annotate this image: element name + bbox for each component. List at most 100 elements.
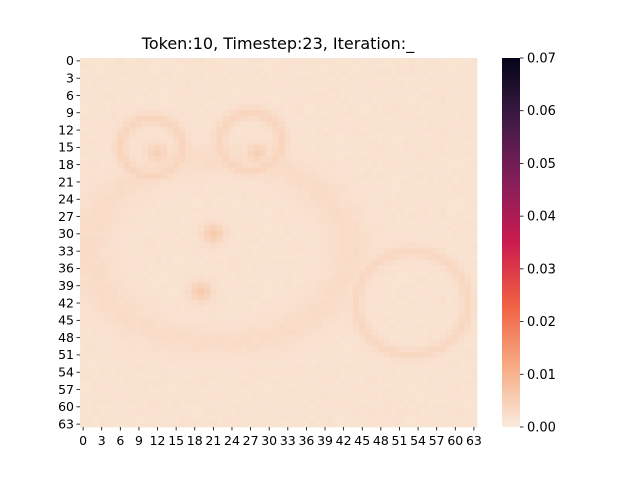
heatmap-cell [80, 98, 87, 105]
heatmap-cell [154, 144, 161, 151]
heatmap-cell [290, 156, 298, 163]
heatmap-cell [80, 161, 87, 168]
heatmap-cell [427, 265, 434, 272]
heatmap-cell [309, 207, 317, 215]
heatmap-cell [334, 173, 341, 180]
heatmap-cell [272, 352, 279, 359]
heatmap-cell [433, 127, 441, 134]
heatmap-cell [458, 86, 465, 93]
heatmap-cell [278, 317, 286, 324]
heatmap-cell [433, 277, 441, 284]
heatmap-cell [272, 132, 279, 140]
heatmap-cell [179, 225, 186, 232]
heatmap-cell [346, 104, 354, 111]
heatmap-cell [185, 386, 192, 393]
heatmap-cell [247, 248, 255, 255]
heatmap-cell [297, 196, 304, 203]
heatmap-cell [129, 403, 137, 411]
heatmap-cell [210, 386, 217, 393]
heatmap-cell [92, 328, 99, 336]
heatmap-cell [210, 81, 217, 88]
heatmap-cell [284, 179, 292, 186]
heatmap-cell [352, 230, 360, 238]
heatmap-cell [303, 109, 310, 117]
heatmap-cell [210, 392, 217, 399]
heatmap-cell [148, 58, 155, 65]
heatmap-cell [111, 242, 118, 249]
heatmap-cell [458, 363, 465, 370]
heatmap-cell [377, 138, 385, 145]
heatmap-cell [297, 81, 304, 88]
heatmap-cell [433, 317, 441, 324]
heatmap-cell [303, 173, 310, 180]
heatmap-cell [98, 340, 106, 347]
heatmap-cell [452, 121, 459, 128]
heatmap-cell [123, 328, 130, 336]
y-tick-label: 18 [58, 157, 74, 172]
heatmap-cell [148, 179, 155, 186]
heatmap-cell [445, 144, 453, 151]
heatmap-cell [383, 248, 391, 255]
heatmap-cell [359, 104, 366, 111]
heatmap-cell [222, 305, 230, 313]
heatmap-cell [123, 346, 130, 353]
heatmap-cell [117, 363, 124, 370]
heatmap-cell [204, 403, 211, 411]
heatmap-cell [222, 207, 230, 215]
heatmap-cell [86, 386, 93, 393]
heatmap-cell [197, 104, 205, 111]
heatmap-cell [191, 184, 199, 191]
heatmap-cell [216, 403, 224, 411]
heatmap-cell [433, 202, 441, 209]
heatmap-cell [92, 81, 99, 88]
heatmap-cell [160, 202, 168, 209]
heatmap-cell [204, 248, 211, 255]
heatmap-cell [86, 398, 93, 405]
heatmap-cell [371, 288, 379, 295]
heatmap-cell [328, 311, 335, 318]
heatmap-cell [334, 305, 341, 313]
heatmap-cell [173, 334, 180, 341]
heatmap-cell [266, 334, 273, 341]
heatmap-cell [408, 179, 416, 186]
heatmap-cell [111, 392, 118, 399]
heatmap-cell [321, 225, 329, 232]
heatmap-cell [154, 127, 161, 134]
heatmap-cell [129, 173, 137, 180]
heatmap-cell [290, 369, 298, 376]
heatmap-cell [421, 242, 428, 249]
heatmap-cell [272, 392, 279, 399]
heatmap-cell [402, 300, 410, 307]
heatmap-cell [210, 196, 217, 203]
heatmap-cell [297, 323, 304, 330]
heatmap-cell [408, 150, 416, 157]
heatmap-cell [433, 115, 441, 122]
heatmap-cell [352, 225, 360, 232]
heatmap-cell [228, 225, 236, 232]
heatmap-cell [315, 282, 323, 289]
heatmap-cell [266, 69, 273, 76]
heatmap-cell [340, 369, 348, 376]
heatmap-cell [470, 409, 478, 416]
heatmap-cell [92, 346, 99, 353]
heatmap-cell [86, 277, 93, 284]
heatmap-cell [247, 132, 255, 140]
heatmap-cell [222, 104, 230, 111]
heatmap-cell [166, 248, 174, 255]
heatmap-cell [197, 156, 205, 163]
heatmap-cell [303, 92, 310, 99]
heatmap-cell [104, 225, 112, 232]
heatmap-cell [92, 127, 99, 134]
heatmap-cell [104, 109, 112, 117]
heatmap-cell [266, 196, 273, 203]
heatmap-cell [216, 328, 224, 336]
heatmap-cell [470, 213, 478, 220]
heatmap-cell [402, 392, 410, 399]
heatmap-cell [297, 190, 304, 197]
heatmap-cell [383, 58, 391, 65]
heatmap-cell [452, 202, 459, 209]
heatmap-cell [86, 254, 93, 261]
heatmap-cell [104, 161, 112, 168]
heatmap-cell [259, 236, 267, 243]
heatmap-cell [247, 300, 255, 307]
